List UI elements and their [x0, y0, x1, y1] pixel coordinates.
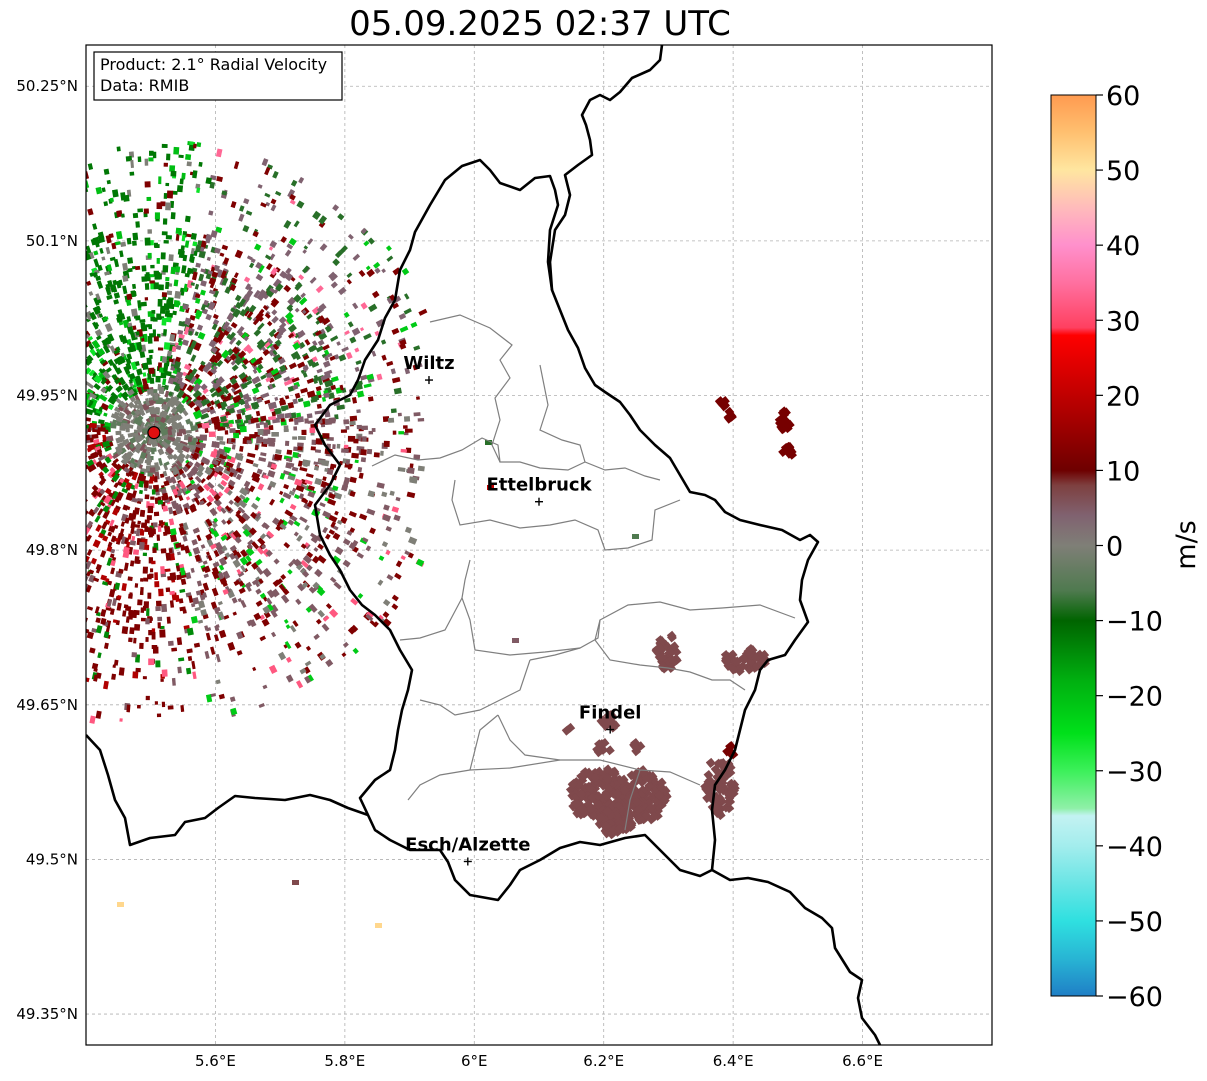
lat-tick-label: 50.1°N [26, 232, 78, 250]
lon-tick-label: 5.6°E [195, 1052, 236, 1070]
colorbar-tick-label: −50 [1106, 907, 1163, 938]
city-label: Esch/Alzette [405, 834, 530, 855]
lat-tick-label: 50.25°N [16, 77, 78, 95]
lat-tick-label: 49.95°N [16, 387, 78, 405]
lat-tick-label: 49.65°N [16, 696, 78, 714]
info-product: Product: 2.1° Radial Velocity [100, 55, 327, 74]
colorbar-tick-label: −20 [1106, 682, 1163, 713]
colorbar-tick-label: 20 [1106, 381, 1140, 412]
colorbar-ticks: 60 50 40 30 20 10 0 −10 −20 −30 −40 −50 −60 [1096, 81, 1163, 1013]
colorbar-tick-label: 40 [1106, 231, 1140, 262]
colorbar-tick-label: 10 [1106, 456, 1140, 487]
lon-tick-label: 6°E [461, 1052, 488, 1070]
city-label: Ettelbruck [486, 475, 592, 496]
lon-tick-label: 6.2°E [583, 1052, 624, 1070]
lat-tick-label: 49.8°N [26, 541, 78, 559]
lon-tick-label: 6.6°E [842, 1052, 883, 1070]
plot-frame [85, 44, 993, 1046]
colorbar-tick-label: 60 [1106, 81, 1140, 112]
info-data-source: Data: RMIB [100, 76, 189, 95]
lat-tick-label: 49.5°N [26, 850, 78, 868]
lat-tick-label: 49.35°N [16, 1005, 78, 1023]
radar-echoes [86, 141, 798, 928]
plot-area [86, 45, 992, 1045]
colorbar-gradient [1050, 94, 1097, 997]
city-labels: Wiltz Ettelbruck Findel Esch/Alzette [403, 353, 642, 866]
colorbar-label: m/s [1171, 520, 1202, 569]
axis-ticks: 5.6°E 5.8°E 6°E 6.2°E 6.4°E 6.6°E 50.25°N 50.1°… [16, 77, 883, 1070]
colorbar-tick-label: 30 [1106, 306, 1140, 337]
chart-title: 05.09.2025 02:37 UTC [349, 4, 731, 44]
info-box: Product: 2.1° Radial Velocity Data: RMIB [93, 51, 343, 101]
colorbar-tick-label: −30 [1106, 757, 1163, 788]
colorbar-tick-label: 0 [1106, 532, 1123, 563]
lon-tick-label: 5.8°E [324, 1052, 365, 1070]
lon-tick-label: 6.4°E [713, 1052, 754, 1070]
city-label: Wiltz [403, 353, 454, 374]
colorbar: 60 50 40 30 20 10 0 −10 −20 −30 −40 −50 −60 m/s [1050, 81, 1202, 1013]
canton-boundaries [371, 314, 796, 831]
colorbar-tick-label: −40 [1106, 832, 1163, 863]
colorbar-tick-label: −10 [1106, 607, 1163, 638]
colorbar-tick-label: 50 [1106, 156, 1140, 187]
colorbar-tick-label: −60 [1106, 982, 1163, 1013]
radar-site-marker [147, 426, 161, 440]
national-borders [86, 45, 882, 1045]
city-label: Findel [579, 703, 642, 724]
